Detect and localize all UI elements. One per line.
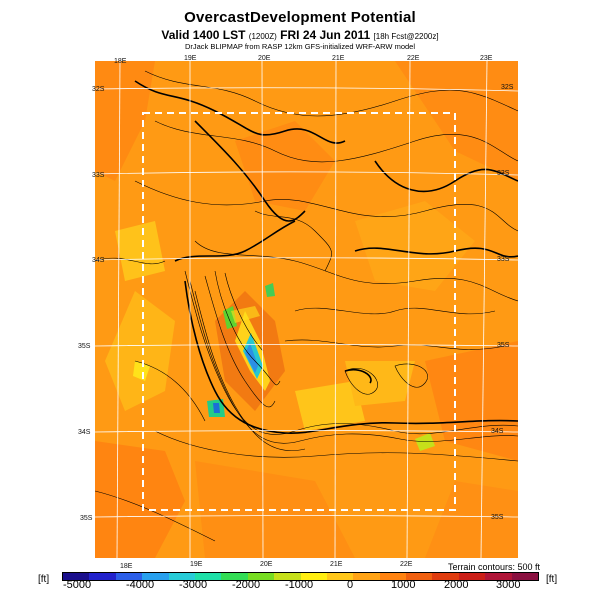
forecast-time: [18h Fcst@2200z] <box>373 32 439 41</box>
lon-label: 19E <box>190 561 203 568</box>
colorbar-label: -4000 <box>126 579 155 591</box>
colorbar-swatch <box>300 573 327 580</box>
lat-label: 34S <box>491 428 504 435</box>
colorbar-swatch <box>511 573 539 580</box>
colorbar-unit-left: [ft] <box>38 574 50 585</box>
colorbar-label: -5000 <box>63 579 92 591</box>
colorbar-swatch <box>274 573 301 580</box>
colorbar-swatch <box>63 573 90 580</box>
lat-lon-grid <box>95 61 518 558</box>
terrain-contours <box>95 70 518 542</box>
colorbar-swatch <box>485 573 512 580</box>
colorbar-unit-right: [ft] <box>546 574 558 585</box>
colorbar-swatch <box>194 573 222 580</box>
colorbar-swatch <box>89 573 116 580</box>
colorbar-swatch <box>142 573 169 580</box>
valid-time: Valid 1400 LST (1200Z) FRI 24 Jun 2011 [… <box>0 28 600 42</box>
inner-domain-boundary <box>142 112 456 511</box>
colorbar-swatch <box>432 573 459 580</box>
colorbar-swatch <box>168 573 195 580</box>
valid-time-date: FRI 24 Jun 2011 <box>280 28 371 42</box>
lat-label: 35S <box>491 514 504 521</box>
lon-label: 21E <box>332 55 345 62</box>
terrain-contour-note: Terrain contours: 500 ft <box>447 562 540 572</box>
colorbar-label: -3000 <box>179 579 208 591</box>
colorbar-label: 0 <box>347 579 354 591</box>
map-title: OvercastDevelopment Potential <box>184 9 416 26</box>
colorbar-swatch <box>247 573 275 580</box>
lat-label: 32S <box>501 84 514 91</box>
lat-label: 33S <box>497 256 510 263</box>
colorbar-label: 2000 <box>444 579 469 591</box>
colorbar-swatch <box>221 573 248 580</box>
lat-label: 33S <box>92 172 105 179</box>
lon-label: 18E <box>114 58 127 65</box>
valid-time-main: Valid 1400 LST <box>161 28 246 42</box>
colorbar-label: 3000 <box>496 579 521 591</box>
colorbar-swatch <box>353 573 380 580</box>
lat-label: 35S <box>497 342 510 349</box>
colorbar-label: -1000 <box>285 579 314 591</box>
lon-label: 22E <box>400 561 413 568</box>
lat-label: 35S <box>80 515 93 522</box>
lon-label: 21E <box>330 561 343 568</box>
colorbar-swatch <box>458 573 486 580</box>
lat-label: 34S <box>78 429 91 436</box>
lon-label: 22E <box>407 55 420 62</box>
colorbar-label: 1000 <box>391 579 416 591</box>
colorbar-swatch <box>326 573 354 580</box>
colorbar-swatch <box>379 573 407 580</box>
lon-label: 19E <box>184 55 197 62</box>
lat-label: 35S <box>78 343 91 350</box>
forecast-map <box>95 61 518 558</box>
lon-label: 23E <box>480 55 493 62</box>
colorbar-swatch <box>406 573 433 580</box>
lon-label: 20E <box>260 561 273 568</box>
lon-label: 20E <box>258 55 271 62</box>
model-credit: DrJack BLIPMAP from RASP 12km GFS-initia… <box>184 42 416 51</box>
value-contours <box>134 80 518 434</box>
colorbar-swatch <box>115 573 143 580</box>
lat-label: 33S <box>497 170 510 177</box>
lon-label: 18E <box>120 563 133 570</box>
lat-label: 32S <box>92 86 105 93</box>
colorbar-label: -2000 <box>232 579 261 591</box>
valid-time-utc: (1200Z) <box>248 32 277 41</box>
lat-label: 34S <box>92 257 105 264</box>
colorbar <box>62 572 539 581</box>
